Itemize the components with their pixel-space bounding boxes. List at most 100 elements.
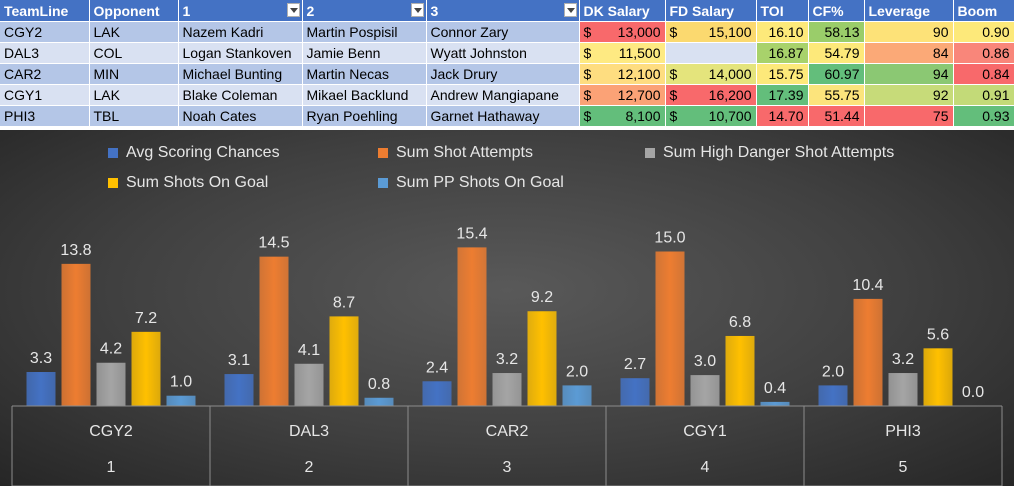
dk-salary-cell[interactable]: $12,100 xyxy=(579,63,666,85)
toi-cell[interactable]: 16.10 xyxy=(756,21,809,43)
bar[interactable] xyxy=(818,385,848,406)
opponent-cell[interactable]: MIN xyxy=(89,63,179,85)
legend-label: Sum PP Shots On Goal xyxy=(396,174,564,191)
header-player-3[interactable]: 3 xyxy=(426,0,580,22)
dk-salary-cell[interactable]: $11,500 xyxy=(579,42,666,64)
bar[interactable] xyxy=(760,401,790,406)
legend-entry[interactable]: Sum Shots On Goal xyxy=(108,174,268,192)
header-boom[interactable]: Boom xyxy=(953,0,1014,22)
bar[interactable] xyxy=(562,385,592,406)
player-2-cell[interactable]: Ryan Poehling xyxy=(302,105,427,127)
legend-entry[interactable]: Avg Scoring Chances xyxy=(108,144,280,162)
bar[interactable] xyxy=(329,316,359,406)
header-player-2[interactable]: 2 xyxy=(302,0,427,22)
teamline-cell[interactable]: PHI3 xyxy=(0,105,90,127)
bar[interactable] xyxy=(294,363,324,406)
teamline-cell[interactable]: CGY1 xyxy=(0,84,90,106)
fd-salary-cell[interactable] xyxy=(665,42,757,64)
header-player-1[interactable]: 1 xyxy=(178,0,303,22)
bar[interactable] xyxy=(259,256,289,406)
filter-dropdown-icon[interactable] xyxy=(563,3,577,17)
teamline-cell[interactable]: DAL3 xyxy=(0,42,90,64)
bar[interactable] xyxy=(888,373,918,406)
bar[interactable] xyxy=(492,373,522,406)
bar[interactable] xyxy=(224,374,254,406)
player-3-cell[interactable]: Wyatt Johnston xyxy=(426,42,580,64)
bar[interactable] xyxy=(166,395,196,406)
teamline-cell[interactable]: CGY2 xyxy=(0,21,90,43)
dk-salary-cell[interactable]: $8,100 xyxy=(579,105,666,127)
fd-salary-cell[interactable]: $14,000 xyxy=(665,63,757,85)
toi-cell[interactable]: 14.70 xyxy=(756,105,809,127)
boom-cell[interactable]: 0.91 xyxy=(953,84,1014,106)
player-1-cell[interactable]: Logan Stankoven xyxy=(178,42,303,64)
header-dk-salary[interactable]: DK Salary xyxy=(579,0,666,22)
bar[interactable] xyxy=(527,311,557,406)
opponent-cell[interactable]: TBL xyxy=(89,105,179,127)
header-leverage[interactable]: Leverage xyxy=(864,0,954,22)
cf-pct-cell[interactable]: 51.44 xyxy=(808,105,865,127)
toi-cell[interactable]: 16.87 xyxy=(756,42,809,64)
header-teamline[interactable]: TeamLine xyxy=(0,0,90,22)
bar[interactable] xyxy=(96,362,126,406)
dk-salary-cell[interactable]: $13,000 xyxy=(579,21,666,43)
toi-cell[interactable]: 15.75 xyxy=(756,63,809,85)
leverage-cell[interactable]: 92 xyxy=(864,84,954,106)
bar[interactable] xyxy=(131,331,161,406)
leverage-cell[interactable]: 90 xyxy=(864,21,954,43)
player-1-cell[interactable]: Nazem Kadri xyxy=(178,21,303,43)
cf-pct-cell[interactable]: 55.75 xyxy=(808,84,865,106)
bar[interactable] xyxy=(620,378,650,406)
header-cf-pct[interactable]: CF% xyxy=(808,0,865,22)
header-fd-salary[interactable]: FD Salary xyxy=(665,0,757,22)
player-1-cell[interactable]: Michael Bunting xyxy=(178,63,303,85)
cf-pct-cell[interactable]: 54.79 xyxy=(808,42,865,64)
bar[interactable] xyxy=(853,298,883,406)
opponent-cell[interactable]: COL xyxy=(89,42,179,64)
fd-salary-cell[interactable]: $16,200 xyxy=(665,84,757,106)
header-toi[interactable]: TOI xyxy=(756,0,809,22)
filter-dropdown-icon[interactable] xyxy=(410,3,424,17)
boom-cell[interactable]: 0.84 xyxy=(953,63,1014,85)
cf-pct-cell[interactable]: 60.97 xyxy=(808,63,865,85)
bar[interactable] xyxy=(457,247,487,406)
leverage-cell[interactable]: 84 xyxy=(864,42,954,64)
bar[interactable] xyxy=(422,381,452,406)
legend-entry[interactable]: Sum Shot Attempts xyxy=(378,144,533,162)
bar[interactable] xyxy=(61,263,91,406)
fd-salary-cell[interactable]: $10,700 xyxy=(665,105,757,127)
leverage-cell[interactable]: 75 xyxy=(864,105,954,127)
player-2-cell[interactable]: Jamie Benn xyxy=(302,42,427,64)
boom-cell[interactable]: 0.90 xyxy=(953,21,1014,43)
player-3-cell[interactable]: Andrew Mangiapane xyxy=(426,84,580,106)
player-2-cell[interactable]: Martin Necas xyxy=(302,63,427,85)
bar[interactable] xyxy=(725,335,755,406)
bar[interactable] xyxy=(26,372,56,406)
boom-cell[interactable]: 0.93 xyxy=(953,105,1014,127)
player-3-cell[interactable]: Garnet Hathaway xyxy=(426,105,580,127)
leverage-cell[interactable]: 94 xyxy=(864,63,954,85)
bar[interactable] xyxy=(364,397,394,406)
bar[interactable] xyxy=(655,251,685,407)
player-3-cell[interactable]: Jack Drury xyxy=(426,63,580,85)
player-1-cell[interactable]: Blake Coleman xyxy=(178,84,303,106)
filter-dropdown-icon[interactable] xyxy=(286,3,300,17)
fd-salary-cell[interactable]: $15,100 xyxy=(665,21,757,43)
x-tick-label: DAL3 xyxy=(289,423,329,440)
player-3-cell[interactable]: Connor Zary xyxy=(426,21,580,43)
header-opponent[interactable]: Opponent xyxy=(89,0,179,22)
player-1-cell[interactable]: Noah Cates xyxy=(178,105,303,127)
player-2-cell[interactable]: Mikael Backlund xyxy=(302,84,427,106)
toi-cell[interactable]: 17.39 xyxy=(756,84,809,106)
bar[interactable] xyxy=(923,348,953,406)
dk-salary-cell[interactable]: $12,700 xyxy=(579,84,666,106)
legend-entry[interactable]: Sum PP Shots On Goal xyxy=(378,174,564,192)
opponent-cell[interactable]: LAK xyxy=(89,21,179,43)
teamline-cell[interactable]: CAR2 xyxy=(0,63,90,85)
bar[interactable] xyxy=(690,375,720,406)
legend-entry[interactable]: Sum High Danger Shot Attempts xyxy=(645,144,894,162)
player-2-cell[interactable]: Martin Pospisil xyxy=(302,21,427,43)
opponent-cell[interactable]: LAK xyxy=(89,84,179,106)
cf-pct-cell[interactable]: 58.13 xyxy=(808,21,865,43)
boom-cell[interactable]: 0.86 xyxy=(953,42,1014,64)
